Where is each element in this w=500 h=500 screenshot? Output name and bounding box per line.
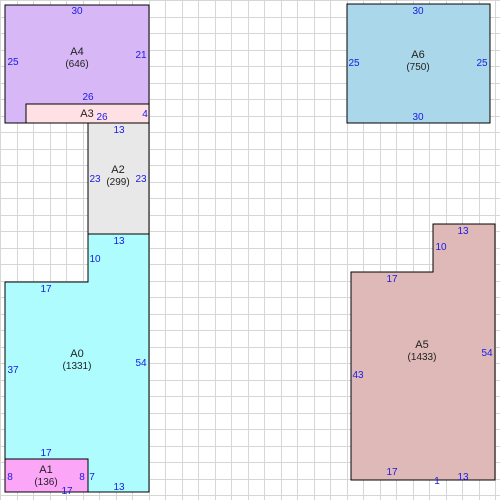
dimension-label: 54	[135, 358, 147, 369]
region-name: A4	[70, 46, 83, 58]
region-area: (136)	[34, 477, 57, 488]
dimension-label: 54	[481, 348, 493, 359]
dimension-label: 17	[40, 448, 52, 459]
dimension-label: 23	[135, 174, 147, 185]
dimension-label: 13	[113, 236, 125, 247]
regions-layer: A0(1331) 13 10 17 37 54 17 7 13 A1(136) 8 8 17 A2(299…	[4, 3, 496, 497]
region-a3: A326444	[11, 103, 150, 124]
dimension-label: 10	[89, 254, 101, 265]
region-shape	[4, 458, 89, 493]
dimension-label: 13	[113, 125, 125, 136]
dimension-label: 17	[386, 467, 398, 478]
dimension-label: 37	[7, 365, 19, 376]
dimension-label: 30	[412, 6, 424, 17]
region-name: A3	[80, 108, 93, 120]
region-shape	[4, 4, 150, 124]
region-shape	[350, 223, 496, 481]
region-area: (646)	[65, 59, 88, 70]
region-a6: A6(750) 30 25 25 30	[346, 3, 491, 124]
dimension-label: 13	[457, 226, 469, 237]
region-area: (1331)	[63, 361, 92, 372]
dimension-label: 23	[89, 174, 101, 185]
region-a1: A1(136) 8 8 17	[4, 458, 89, 497]
dimension-label: 30	[71, 6, 83, 17]
region-name: A0	[70, 348, 83, 360]
dimension-label: 8	[7, 472, 13, 483]
region-a0: A0(1331) 13 10 17 37 54 17 7 13	[4, 233, 150, 493]
dimension-label: 17	[386, 274, 398, 285]
dimension-label: 21	[135, 50, 147, 61]
dimension-label: 1	[434, 476, 440, 487]
dimension-label: 25	[476, 58, 488, 69]
dimension-label: 17	[61, 486, 73, 497]
region-a5: A5(1433) 13 10 17 43 54 17 1 13	[350, 223, 496, 487]
dimension-label: 26	[82, 92, 94, 103]
region-name: A1	[39, 464, 52, 476]
dimension-label: 13	[457, 472, 469, 483]
dimension-label: 13	[113, 482, 125, 493]
region-area: (1433)	[408, 352, 437, 363]
region-a2: A2(299) 13 23 23	[87, 122, 150, 235]
region-area: (750)	[406, 62, 429, 73]
region-name: A2	[111, 164, 124, 176]
dimension-label: 26	[96, 112, 108, 123]
region-shape	[346, 3, 491, 124]
dimension-label: 8	[79, 472, 85, 483]
dimension-label: 10	[435, 242, 447, 253]
dimension-label: 25	[348, 58, 360, 69]
region-area: (299)	[106, 177, 129, 188]
dimension-label: 4	[142, 109, 148, 120]
dimension-label: 7	[89, 472, 95, 483]
region-name: A6	[411, 49, 424, 61]
region-name: A5	[415, 339, 428, 351]
dimension-label: 43	[352, 370, 364, 381]
dimension-label: 17	[40, 284, 52, 295]
dimension-label: 30	[412, 112, 424, 123]
dimension-label: 25	[7, 57, 19, 68]
region-a4: A4(646) 30 25 21 26	[4, 4, 150, 124]
